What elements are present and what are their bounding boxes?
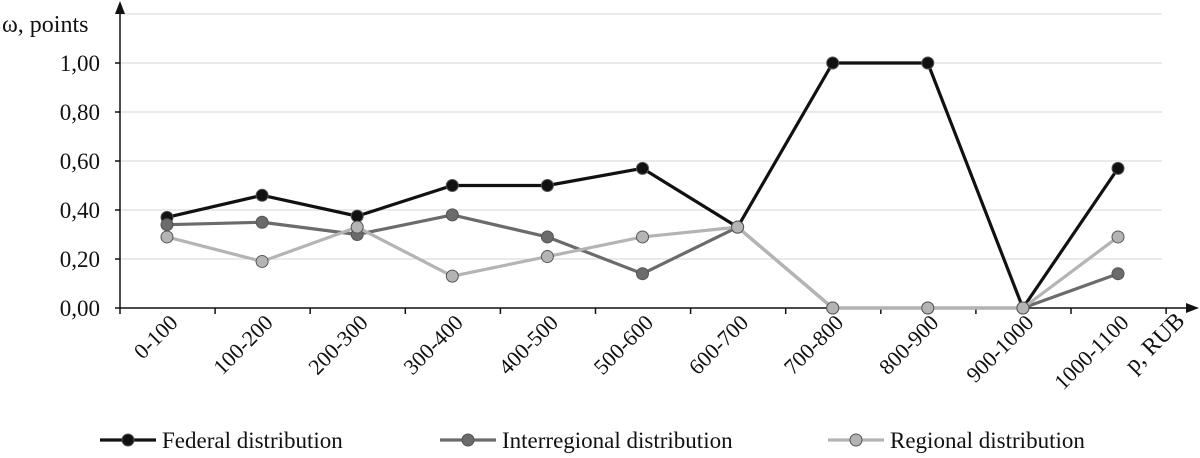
x-axis-arrow <box>1186 303 1199 313</box>
y-tick-label-2: 0,40 <box>60 198 100 223</box>
series-2-point-0 <box>160 230 174 244</box>
x-tick-label-5: 500-600 <box>589 310 659 380</box>
series-2-point-8 <box>921 301 935 315</box>
legend-marker-0 <box>121 433 135 447</box>
series-1 <box>160 208 1125 315</box>
series-2-point-4 <box>540 250 554 264</box>
x-tick-label-6: 600-700 <box>684 310 754 380</box>
x-tick-label-4: 400-500 <box>493 310 563 380</box>
x-tick-label-7: 700-800 <box>779 310 849 380</box>
y-axis-label: ω, points <box>2 12 88 38</box>
series-2 <box>160 220 1125 315</box>
legend-item-2: Regional distribution <box>828 428 1085 453</box>
series-0-point-2 <box>350 209 364 223</box>
grid-lines <box>120 13 1162 260</box>
series-2-point-7 <box>826 301 840 315</box>
x-tick-labels: 0-100 100-200 200-300 300-400 400-500 500-600… <box>129 310 1134 395</box>
x-tick-label-8: 800-900 <box>874 310 944 380</box>
y-tick-label-3: 0,60 <box>60 149 100 174</box>
x-tick-label-2: 200-300 <box>303 310 373 380</box>
legend: Federal distribution Interregional distri… <box>100 428 1085 453</box>
series-2-point-1 <box>255 254 269 268</box>
series-0-point-1 <box>255 188 269 202</box>
series-1-point-4 <box>540 230 554 244</box>
series-1-point-1 <box>255 215 269 229</box>
series-2-point-5 <box>636 230 649 244</box>
series-2-point-10 <box>1111 230 1125 244</box>
legend-label-0: Federal distribution <box>162 428 343 453</box>
series-1-point-0 <box>160 218 174 232</box>
series-2-point-6 <box>731 220 745 234</box>
y-tick-labels: 0,00 0,20 0,40 0,60 0,80 1,00 <box>60 51 100 321</box>
x-tick-label-10: 1000-1100 <box>1049 310 1134 395</box>
legend-marker-1 <box>461 433 475 447</box>
series-2-point-2 <box>350 220 364 234</box>
series-1-point-10 <box>1111 267 1125 281</box>
series-0-point-7 <box>826 56 840 70</box>
series-0-point-8 <box>921 56 935 70</box>
x-tick-label-1: 100-200 <box>208 310 278 380</box>
data-series <box>160 56 1125 315</box>
y-tick-label-1: 0,20 <box>60 247 100 272</box>
series-2-point-9 <box>1016 301 1030 315</box>
y-axis-arrow <box>115 1 125 14</box>
legend-item-0: Federal distribution <box>100 428 343 453</box>
x-tick-label-0: 0-100 <box>129 310 183 364</box>
legend-marker-2 <box>849 433 863 447</box>
series-line-1 <box>166 213 1119 310</box>
series-0-point-4 <box>540 179 554 192</box>
series-0-point-3 <box>445 179 459 192</box>
x-axis-label: p, RUB <box>1120 308 1190 378</box>
y-tick-label-0: 0,00 <box>60 296 100 321</box>
y-tick-label-4: 0,80 <box>60 100 100 125</box>
legend-label-2: Regional distribution <box>890 428 1085 453</box>
y-tick-label-5: 1,00 <box>60 51 100 76</box>
series-0-point-10 <box>1111 161 1125 175</box>
legend-label-1: Interregional distribution <box>502 428 733 453</box>
series-0-point-5 <box>636 161 649 175</box>
x-tick-label-9: 900-1000 <box>961 310 1038 387</box>
series-1-point-5 <box>636 267 649 281</box>
series-2-point-3 <box>445 269 459 283</box>
x-tick-label-3: 300-400 <box>398 310 468 380</box>
legend-item-1: Interregional distribution <box>440 428 733 453</box>
series-1-point-3 <box>445 208 459 222</box>
